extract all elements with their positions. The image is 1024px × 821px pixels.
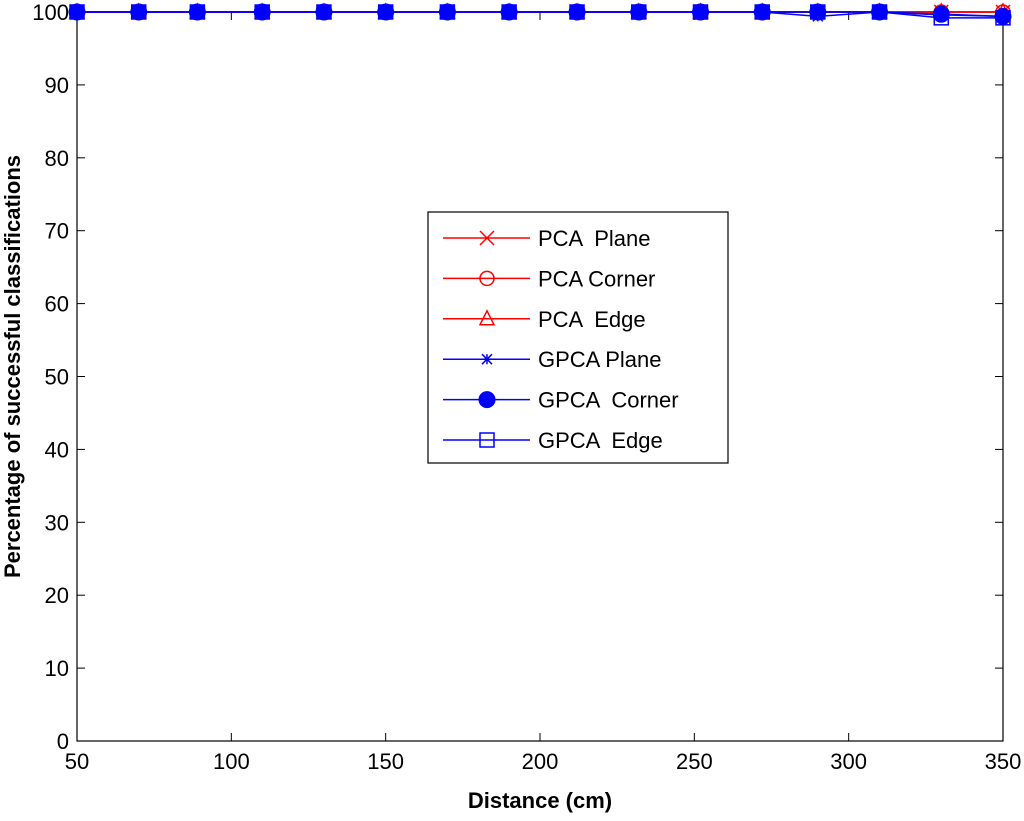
legend-label: GPCA Corner — [538, 388, 679, 413]
x-tick-label: 100 — [213, 749, 250, 774]
y-tick-label: 90 — [45, 73, 69, 98]
data-point — [933, 6, 949, 22]
y-tick-label: 80 — [45, 146, 69, 171]
y-tick-label: 60 — [45, 292, 69, 317]
legend-label: PCA Plane — [538, 226, 651, 251]
legend-label: GPCA Plane — [538, 347, 662, 372]
y-tick-label: 0 — [57, 729, 69, 754]
legend: PCA Plane PCA Corner PCA Edge GPCA Plane GPC… — [428, 212, 728, 463]
x-tick-label: 350 — [985, 749, 1022, 774]
y-tick-label: 40 — [45, 437, 69, 462]
legend-label: PCA Corner — [538, 266, 655, 291]
y-tick-label: 20 — [45, 583, 69, 608]
y-tick-label: 50 — [45, 365, 69, 390]
y-tick-label: 10 — [45, 656, 69, 681]
x-axis-label: Distance (cm) — [468, 788, 612, 813]
x-tick-label: 200 — [522, 749, 559, 774]
x-tick-label: 300 — [830, 749, 867, 774]
y-tick-label: 70 — [45, 219, 69, 244]
y-axis-label: Percentage of successful classifications — [0, 155, 25, 578]
x-tick-label: 250 — [676, 749, 713, 774]
legend-marker — [482, 354, 492, 364]
legend-label: GPCA Edge — [538, 428, 663, 453]
y-tick-label: 30 — [45, 510, 69, 535]
x-tick-label: 150 — [367, 749, 404, 774]
legend-marker — [479, 392, 495, 408]
legend-label: PCA Edge — [538, 307, 646, 332]
y-tick-label: 100 — [32, 0, 69, 25]
